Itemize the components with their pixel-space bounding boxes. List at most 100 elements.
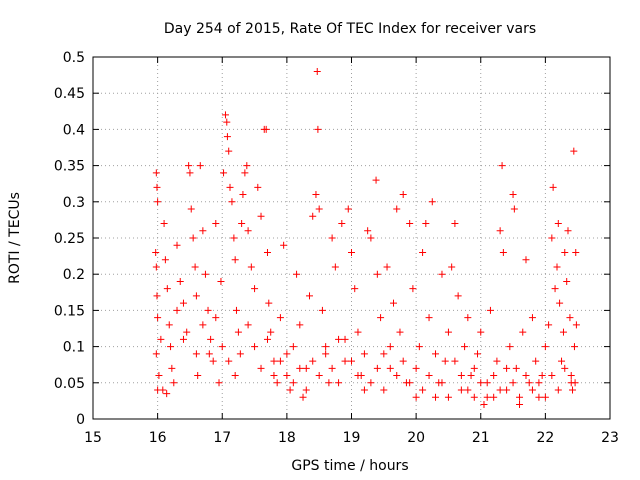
- data-point: [474, 350, 482, 358]
- data-point: [244, 227, 252, 235]
- data-point: [289, 379, 297, 387]
- y-tick-label: 0: [76, 412, 85, 428]
- data-point: [532, 357, 540, 365]
- data-point: [236, 350, 244, 358]
- data-point: [286, 386, 294, 394]
- data-point: [438, 379, 446, 387]
- data-point: [331, 263, 339, 271]
- data-point: [223, 118, 231, 126]
- x-tick-labels: 15 16 17 18 19 20 21 22 23: [84, 430, 619, 446]
- data-point: [270, 357, 278, 365]
- data-point: [386, 343, 394, 351]
- data-point: [299, 393, 307, 401]
- data-point: [161, 256, 169, 264]
- data-point: [503, 364, 511, 372]
- data-point: [519, 328, 527, 336]
- data-point: [464, 314, 472, 322]
- data-point: [393, 205, 401, 213]
- data-point: [457, 386, 465, 394]
- data-point: [247, 263, 255, 271]
- x-tick-label: 19: [343, 430, 361, 446]
- data-point: [541, 343, 549, 351]
- data-point: [477, 328, 485, 336]
- data-point: [367, 379, 375, 387]
- y-tick-label: 0.4: [63, 122, 85, 138]
- x-tick-label: 16: [149, 430, 167, 446]
- data-point: [553, 263, 561, 271]
- data-point: [263, 335, 271, 343]
- data-point: [496, 227, 504, 235]
- data-point: [192, 292, 200, 300]
- data-point: [461, 343, 469, 351]
- data-point: [322, 343, 330, 351]
- data-point: [444, 393, 452, 401]
- data-point: [228, 198, 236, 206]
- data-point: [267, 328, 275, 336]
- data-point: [209, 357, 217, 365]
- data-point: [425, 372, 433, 380]
- data-point: [183, 328, 191, 336]
- data-point: [179, 335, 187, 343]
- data-point: [380, 386, 388, 394]
- data-point: [496, 386, 504, 394]
- data-point: [234, 328, 242, 336]
- data-point: [554, 220, 562, 228]
- data-point: [538, 372, 546, 380]
- data-point: [419, 386, 427, 394]
- data-point: [241, 169, 249, 177]
- data-point: [354, 372, 362, 380]
- data-point: [201, 270, 209, 278]
- data-point: [351, 285, 359, 293]
- data-point: [522, 256, 530, 264]
- data-point: [157, 335, 165, 343]
- data-point: [160, 220, 168, 228]
- x-tick-label: 23: [601, 430, 619, 446]
- data-point: [425, 314, 433, 322]
- data-point: [154, 198, 162, 206]
- data-point: [335, 335, 343, 343]
- data-point: [432, 350, 440, 358]
- data-point: [448, 263, 456, 271]
- data-point: [419, 248, 427, 256]
- data-point: [154, 314, 162, 322]
- data-point: [318, 306, 326, 314]
- data-point: [341, 335, 349, 343]
- data-point: [239, 191, 247, 199]
- data-point: [516, 401, 524, 409]
- data-point: [273, 379, 281, 387]
- data-point: [173, 306, 181, 314]
- data-point: [165, 321, 173, 329]
- data-point: [328, 364, 336, 372]
- data-point: [263, 248, 271, 256]
- data-point: [498, 162, 506, 170]
- data-point: [221, 111, 229, 119]
- data-point: [451, 220, 459, 228]
- data-point: [561, 248, 569, 256]
- data-point: [483, 379, 491, 387]
- data-point: [283, 372, 291, 380]
- y-tick-label: 0.5: [63, 50, 85, 66]
- chart-title: Day 254 of 2015, Rate Of TEC Index for r…: [164, 21, 536, 37]
- data-point: [293, 270, 301, 278]
- data-point: [155, 372, 163, 380]
- data-point: [220, 169, 228, 177]
- data-point: [153, 292, 161, 300]
- data-point: [516, 393, 524, 401]
- data-point: [490, 372, 498, 380]
- y-tick-labels: 0 0.05 0.1 0.15 0.2 0.25 0.3 0.35 0.4 0.45 0.5: [54, 50, 85, 428]
- data-point: [464, 386, 472, 394]
- data-point: [315, 372, 323, 380]
- data-point: [360, 350, 368, 358]
- data-point: [483, 393, 491, 401]
- data-point: [302, 364, 310, 372]
- data-point: [265, 299, 273, 307]
- data-point: [522, 372, 530, 380]
- data-point: [528, 386, 536, 394]
- data-point: [232, 306, 240, 314]
- data-point: [315, 205, 323, 213]
- data-point: [506, 343, 514, 351]
- x-tick-label: 17: [213, 430, 231, 446]
- data-point: [364, 227, 372, 235]
- y-tick-label: 0.3: [63, 195, 85, 211]
